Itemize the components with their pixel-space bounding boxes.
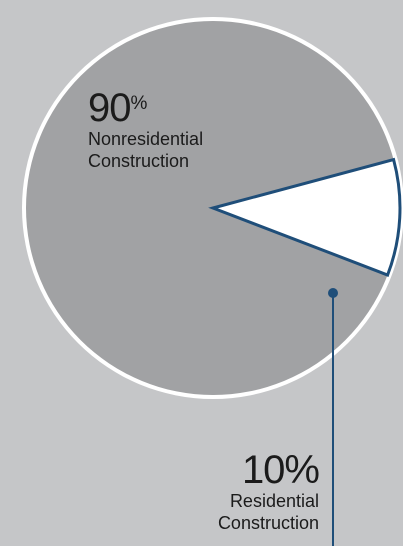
- label-nonresidential-line2: Construction: [88, 151, 190, 171]
- label-residential-line1: Residential: [229, 491, 319, 511]
- label-residential: 10% Residential Construction: [217, 448, 320, 534]
- value-residential: 10%: [241, 448, 320, 492]
- pie-slice-residential: [208, 157, 402, 277]
- label-nonresidential: 90% Nonresidential Construction: [88, 88, 203, 172]
- value-nonresidential: 90: [88, 86, 131, 130]
- callout-dot-residential: [328, 288, 338, 298]
- label-nonresidential-line1: Nonresidential: [88, 129, 204, 149]
- label-residential-line2: Construction: [217, 513, 319, 533]
- percent-sign-nonresidential: %: [130, 93, 148, 114]
